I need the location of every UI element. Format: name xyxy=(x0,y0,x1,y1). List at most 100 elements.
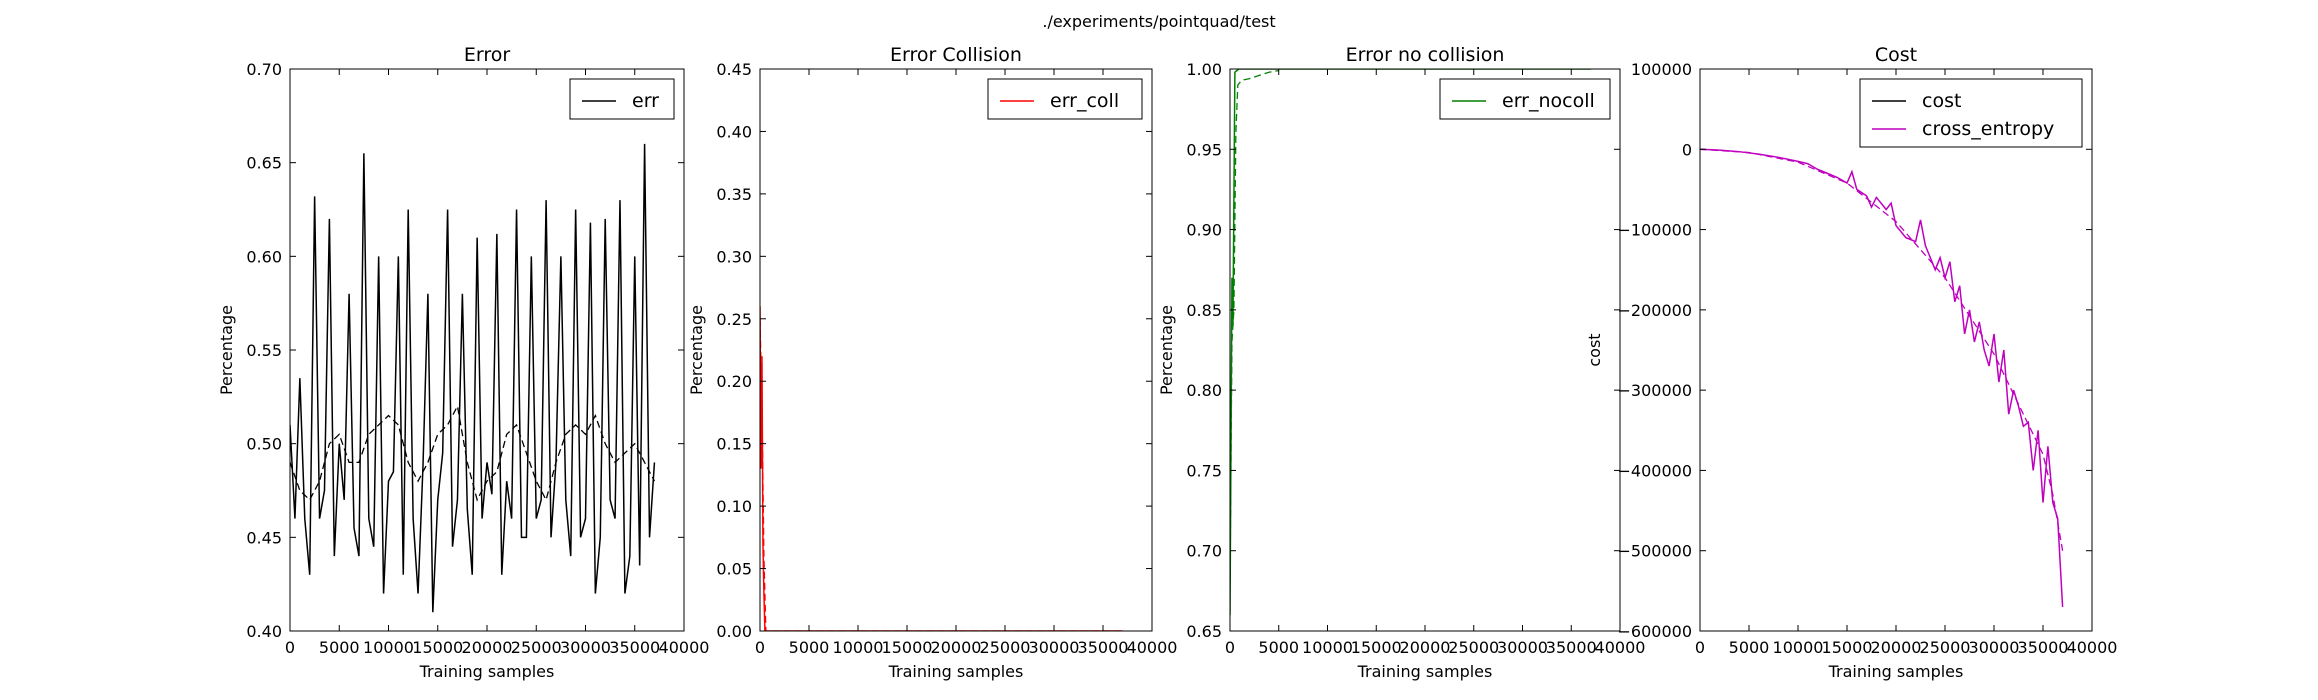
x-tick-label: 5000 xyxy=(319,638,360,657)
y-tick-label: 0.40 xyxy=(246,622,282,641)
x-tick-label: 20000 xyxy=(1871,638,1922,657)
series-line-smoothed-1 xyxy=(1230,69,1279,583)
legend-box xyxy=(987,78,1143,120)
legend-box xyxy=(1439,78,1611,120)
subplot-error-collision: 0 5000 10000150002000025000300003500040000… xyxy=(687,44,1177,681)
plot-area xyxy=(1230,69,1620,631)
x-tick-label: 0 xyxy=(1225,638,1235,657)
y-tick-label: −100000 xyxy=(1618,221,1692,240)
x-tick-label: 5000 xyxy=(1729,638,1770,657)
y-tick-label: 0.65 xyxy=(1186,622,1222,641)
x-tick-label: 0 xyxy=(755,638,765,657)
x-tick-label: 0 xyxy=(1695,638,1705,657)
subplot-title: Error Collision xyxy=(890,44,1022,66)
x-tick-label: 35000 xyxy=(2018,638,2069,657)
y-tick-label: 0.45 xyxy=(716,60,752,79)
legend: err xyxy=(569,78,675,120)
legend: err_coll xyxy=(987,78,1143,120)
plot-area xyxy=(760,69,1152,631)
y-tick-label: −300000 xyxy=(1618,381,1692,400)
x-tick-label: 10000 xyxy=(833,638,884,657)
series-line-smoothed-1 xyxy=(760,318,1123,631)
y-tick-label: 0.65 xyxy=(246,154,282,173)
y-tick-label: 0.80 xyxy=(1186,381,1222,400)
series-group xyxy=(290,143,656,613)
x-tick-label: 40000 xyxy=(1127,638,1178,657)
y-tick-label: −500000 xyxy=(1618,542,1692,561)
y-tick-label: 0.15 xyxy=(716,435,752,454)
plot-area xyxy=(1700,69,2092,631)
y-tick-label: 0 xyxy=(1682,140,1692,159)
x-tick-label: 20000 xyxy=(1400,638,1451,657)
series-line-cross_entropy xyxy=(1700,148,2064,607)
y-tick-label: 0.10 xyxy=(716,497,752,516)
legend: cost cross_entropy xyxy=(1859,78,2083,148)
y-axis-label: Percentage xyxy=(687,305,706,395)
x-tick-label: 35000 xyxy=(1078,638,1129,657)
x-tick-label: 30000 xyxy=(560,638,611,657)
y-tick-label: 0.00 xyxy=(716,622,752,641)
legend-box xyxy=(569,78,675,120)
y-axis-label: Percentage xyxy=(1157,305,1176,395)
x-tick-label: 10000 xyxy=(1302,638,1353,657)
x-tick-label: 25000 xyxy=(1448,638,1499,657)
figure-suptitle: ./experiments/pointquad/test xyxy=(1042,12,1275,31)
subplot-error-no-collision: 0 5000 10000150002000025000300003500040000… xyxy=(1157,44,1645,681)
y-tick-label: −200000 xyxy=(1618,301,1692,320)
y-tick-label: 0.60 xyxy=(246,247,282,266)
legend-label-err_coll: err_coll xyxy=(1050,90,1119,112)
y-tick-label: 0.70 xyxy=(246,60,282,79)
legend-label-err_nocoll: err_nocoll xyxy=(1502,90,1595,112)
y-axis-label: cost xyxy=(1585,333,1604,366)
y-tick-label: −400000 xyxy=(1618,461,1692,480)
y-tick-label: 100000 xyxy=(1631,60,1692,79)
x-tick-label: 30000 xyxy=(1497,638,1548,657)
legend: err_nocoll xyxy=(1439,78,1611,120)
x-tick-label: 0 xyxy=(285,638,295,657)
x-tick-label: 35000 xyxy=(1546,638,1597,657)
y-tick-label: 0.50 xyxy=(246,435,282,454)
y-tick-label: 0.70 xyxy=(1186,542,1222,561)
x-tick-label: 40000 xyxy=(2067,638,2118,657)
y-tick-label: 0.95 xyxy=(1186,140,1222,159)
x-axis-label: Training samples xyxy=(1357,662,1493,681)
subplot-title: Cost xyxy=(1875,44,1917,66)
y-tick-label: 0.25 xyxy=(716,310,752,329)
series-line-err_nocoll xyxy=(1230,69,1591,615)
x-tick-label: 20000 xyxy=(931,638,982,657)
legend-box xyxy=(1859,78,2083,148)
x-tick-label: 25000 xyxy=(980,638,1031,657)
series-line-smoothed-2 xyxy=(1700,148,2064,551)
x-tick-label: 15000 xyxy=(1822,638,1873,657)
series-group xyxy=(1230,69,1591,615)
x-tick-label: 30000 xyxy=(1969,638,2020,657)
y-tick-label: 1.00 xyxy=(1186,60,1222,79)
x-tick-label: 30000 xyxy=(1029,638,1080,657)
y-tick-label: 0.90 xyxy=(1186,221,1222,240)
x-tick-label: 15000 xyxy=(882,638,933,657)
x-tick-label: 20000 xyxy=(462,638,513,657)
y-tick-label: 0.75 xyxy=(1186,461,1222,480)
y-tick-label: −600000 xyxy=(1618,622,1692,641)
x-tick-label: 10000 xyxy=(1773,638,1824,657)
x-tick-label: 40000 xyxy=(659,638,710,657)
x-tick-label: 25000 xyxy=(1920,638,1971,657)
x-tick-label: 15000 xyxy=(1351,638,1402,657)
y-tick-label: 0.40 xyxy=(716,122,752,141)
y-tick-label: 0.20 xyxy=(716,372,752,391)
x-tick-label: 10000 xyxy=(363,638,414,657)
legend-label-cost: cost xyxy=(1922,90,1961,112)
x-tick-label: 25000 xyxy=(511,638,562,657)
subplot-title: Error xyxy=(464,44,511,66)
y-tick-label: 0.35 xyxy=(716,185,752,204)
x-axis-label: Training samples xyxy=(888,662,1024,681)
x-tick-label: 40000 xyxy=(1595,638,1646,657)
x-tick-label: 5000 xyxy=(789,638,830,657)
y-tick-label: 0.45 xyxy=(246,528,282,547)
series-group xyxy=(1700,148,2064,607)
x-axis-label: Training samples xyxy=(1828,662,1964,681)
subplot-cost: 0 5000 10000150002000025000300003500040000… xyxy=(1585,44,2117,681)
y-axis-label: Percentage xyxy=(217,305,236,395)
subplot-error: 0 5000 10000150002000025000300003500040000… xyxy=(217,44,709,681)
